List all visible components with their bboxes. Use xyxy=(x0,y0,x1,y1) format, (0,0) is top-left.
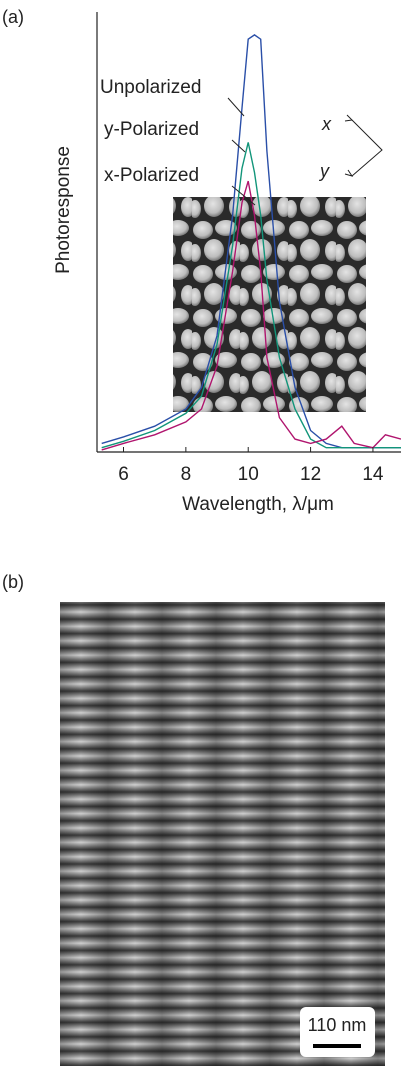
x-tick-label: 10 xyxy=(238,464,259,485)
series-line xyxy=(101,142,401,449)
y-axis-label: Photoresponse xyxy=(53,146,74,274)
panel-label: (a) xyxy=(2,7,24,27)
series-line xyxy=(101,180,401,451)
leaders xyxy=(227,97,383,206)
axis-direction: y xyxy=(318,161,330,181)
x-tick-label: 12 xyxy=(300,464,321,485)
x-tick-label: 6 xyxy=(118,464,129,485)
series-label: x-Polarized xyxy=(104,165,199,186)
x-tick-label: 8 xyxy=(181,464,192,485)
x-tick-label: 14 xyxy=(362,464,384,485)
scale-bar-label: 110 nm xyxy=(308,1015,367,1035)
tem-image-shade xyxy=(60,602,385,1066)
panel-label: (b) xyxy=(2,572,24,592)
plot xyxy=(101,34,401,451)
series-label: Unpolarized xyxy=(100,77,201,98)
x-axis-label: Wavelength, λ/μm xyxy=(182,494,334,515)
afm-inset xyxy=(173,197,366,412)
series-label: y-Polarized xyxy=(104,119,199,140)
axis-direction: x xyxy=(321,114,332,134)
